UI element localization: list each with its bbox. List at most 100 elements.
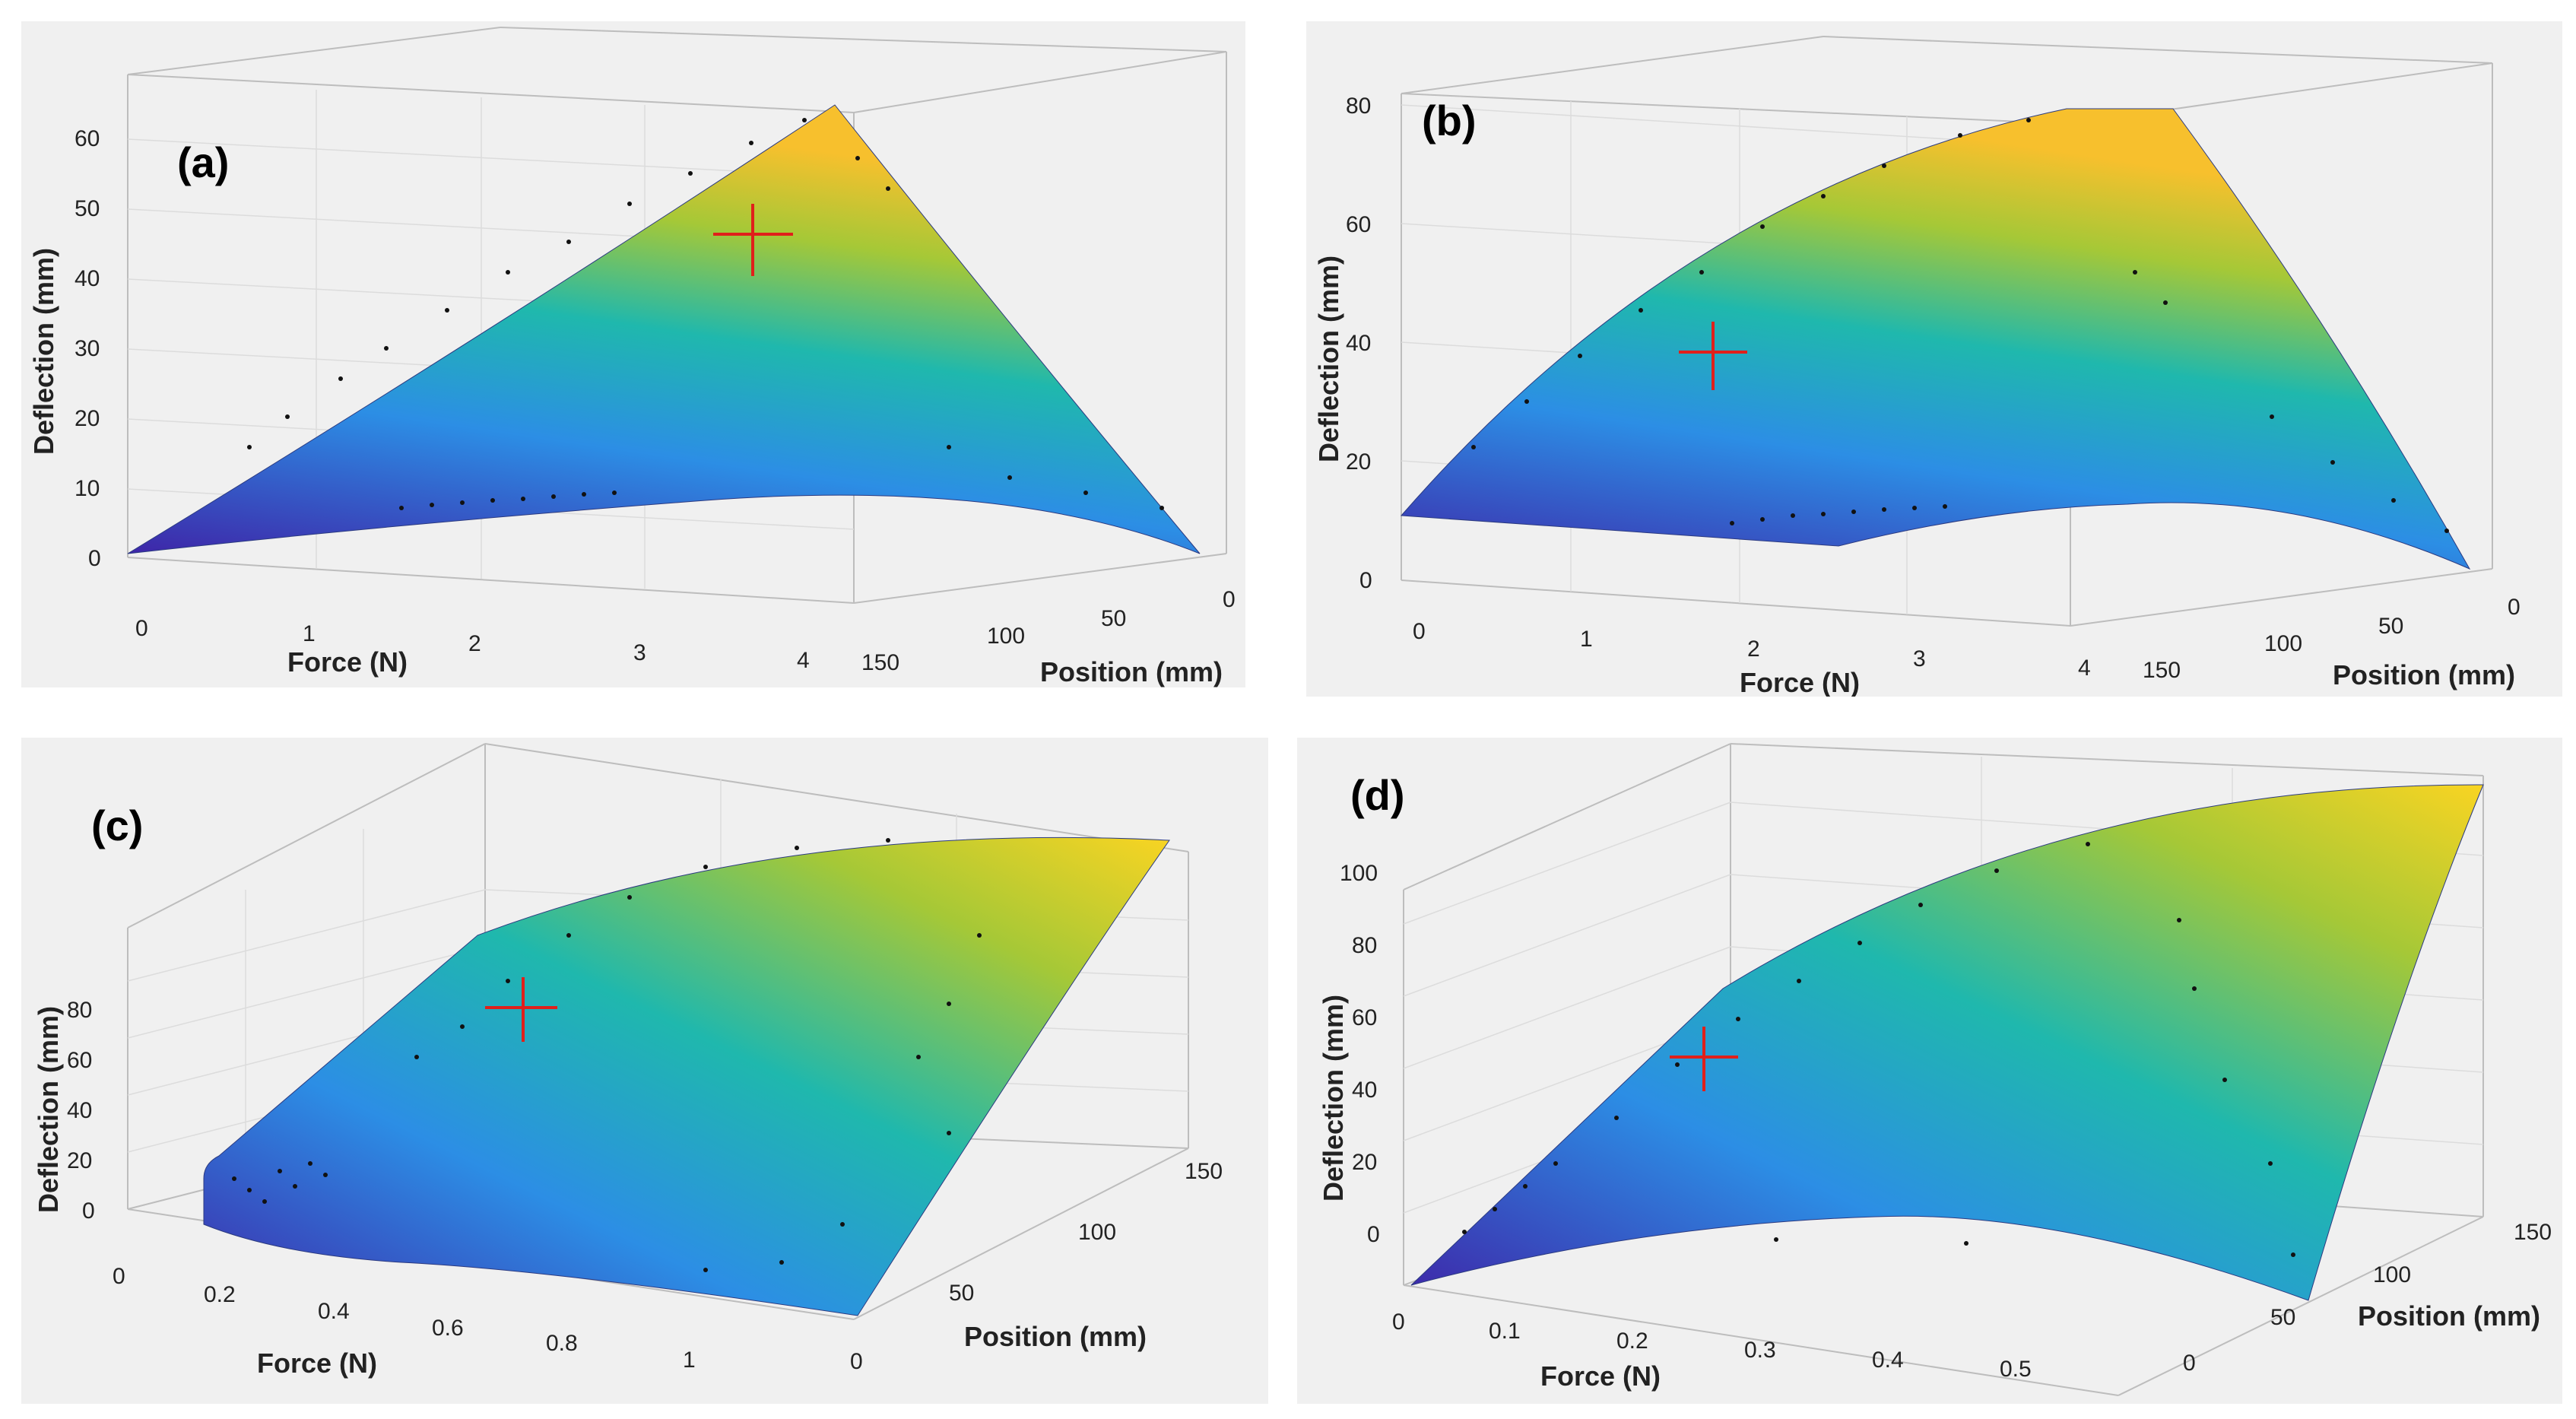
chart-b-xlabel: Force (N) (1740, 667, 1860, 697)
chart-panel-b: (b) 0 20 40 60 80 0 1 2 3 4 150 100 50 0… (1306, 21, 2562, 697)
chart-panel-c: (c) 0 20 40 60 80 0 0.2 0.4 0.6 0.8 1 0 … (21, 738, 1268, 1404)
chart-a-y-tick: 100 (987, 624, 1025, 649)
chart-d-x-tick: 0.3 (1744, 1338, 1776, 1363)
chart-b-y-tick: 0 (2508, 595, 2520, 620)
chart-a-z-tick: 10 (75, 476, 100, 501)
chart-d-z-tick: 40 (1352, 1078, 1377, 1103)
chart-d-z-tick: 60 (1352, 1005, 1377, 1030)
chart-a-ylabel: Position (mm) (1040, 656, 1223, 687)
chart-b-marker (1679, 322, 1747, 390)
chart-d-surface (1410, 784, 2484, 1301)
chart-c-x-tick: 1 (683, 1348, 696, 1373)
chart-c-surface (203, 836, 1170, 1316)
chart-c-panel-label: (c) (91, 802, 143, 849)
chart-d-y-tick: 0 (2183, 1351, 2196, 1376)
chart-a-x-tick: 1 (303, 621, 316, 646)
chart-b-x-ticks: 0 1 2 3 4 (1413, 619, 2091, 681)
chart-d-z-ticks: 0 20 40 60 80 100 (1340, 861, 1380, 1247)
chart-b-z-tick: 80 (1346, 94, 1371, 119)
chart-c-x-tick: 0 (113, 1264, 125, 1289)
chart-d-x-tick: 0.1 (1489, 1319, 1521, 1344)
chart-b-z-tick: 60 (1346, 212, 1371, 237)
chart-d-panel-label: (d) (1350, 771, 1405, 819)
chart-b-y-tick: 150 (2143, 658, 2181, 683)
chart-b-x-tick: 1 (1580, 627, 1593, 652)
chart-c-svg: (c) 0 20 40 60 80 0 0.2 0.4 0.6 0.8 1 0 … (33, 743, 1223, 1379)
chart-b-y-tick: 50 (2378, 614, 2403, 639)
chart-b-z-tick: 40 (1346, 331, 1371, 356)
chart-c-z-ticks: 0 20 40 60 80 (67, 998, 95, 1224)
chart-c-x-tick: 0.4 (318, 1299, 350, 1324)
chart-b-data-points (1471, 118, 2449, 533)
chart-c-marker (485, 977, 557, 1042)
chart-b-surface (1400, 108, 2471, 570)
chart-c-y-tick: 150 (1185, 1159, 1223, 1184)
chart-a-x-tick: 0 (135, 616, 148, 641)
chart-c-xlabel: Force (N) (257, 1348, 377, 1379)
chart-d-y-tick: 50 (2270, 1305, 2295, 1330)
chart-d-svg: (d) 0 20 40 60 80 100 0 0.1 0.2 0.3 0.4 … (1318, 743, 2552, 1396)
chart-a-y-tick: 0 (1223, 587, 1236, 612)
chart-d-z-tick: 20 (1352, 1150, 1377, 1175)
chart-c-x-tick: 0.8 (546, 1331, 578, 1356)
chart-panel-a: (a) 0 10 20 30 40 50 60 0 1 2 3 4 150 10… (21, 21, 1245, 687)
chart-a-z-tick: 60 (75, 126, 100, 151)
chart-b-x-tick: 3 (1913, 646, 1926, 671)
chart-d-data-points (1462, 842, 2295, 1257)
chart-b-x-tick: 4 (2078, 656, 2091, 681)
chart-d-z-tick: 0 (1367, 1222, 1380, 1247)
chart-d-z-tick: 80 (1352, 933, 1377, 958)
chart-c-y-tick: 100 (1078, 1220, 1116, 1245)
chart-d-zlabel: Deflection (mm) (1318, 995, 1349, 1202)
chart-c-z-tick: 60 (67, 1048, 92, 1073)
chart-d-xlabel: Force (N) (1540, 1360, 1661, 1392)
chart-c-z-tick: 40 (67, 1098, 92, 1123)
chart-c-data-points (232, 838, 982, 1272)
chart-d-z-tick: 100 (1340, 861, 1378, 886)
chart-panel-d: (d) 0 20 40 60 80 100 0 0.1 0.2 0.3 0.4 … (1297, 738, 2562, 1404)
chart-d-y-ticks: 0 50 100 150 (2183, 1220, 2552, 1376)
chart-b-z-tick: 0 (1359, 568, 1372, 593)
chart-d-x-tick: 0.5 (2000, 1357, 2032, 1382)
chart-b-zlabel: Deflection (mm) (1313, 256, 1344, 462)
chart-b-svg: (b) 0 20 40 60 80 0 1 2 3 4 150 100 50 0… (1313, 36, 2520, 697)
chart-b-panel-label: (b) (1422, 97, 1477, 144)
chart-c-x-ticks: 0 0.2 0.4 0.6 0.8 1 (113, 1264, 696, 1373)
chart-d-ylabel: Position (mm) (2358, 1300, 2540, 1332)
chart-a-z-tick: 20 (75, 406, 100, 431)
chart-a-y-tick: 50 (1101, 606, 1126, 631)
chart-d-marker (1670, 1027, 1738, 1091)
chart-a-xlabel: Force (N) (287, 646, 408, 678)
chart-a-x-tick: 3 (633, 640, 646, 665)
chart-a-z-ticks: 0 10 20 30 40 50 60 (75, 126, 101, 571)
chart-a-panel-label: (a) (177, 138, 229, 186)
chart-d-x-tick: 0.4 (1872, 1348, 1904, 1373)
chart-a-zlabel: Deflection (mm) (28, 248, 59, 455)
chart-a-marker (713, 204, 793, 276)
chart-c-y-tick: 50 (949, 1281, 974, 1306)
chart-d-x-tick: 0.2 (1616, 1329, 1648, 1354)
chart-c-y-ticks: 0 50 100 150 (850, 1159, 1223, 1374)
chart-d-y-tick: 100 (2373, 1262, 2411, 1287)
chart-c-z-tick: 20 (67, 1148, 92, 1173)
chart-a-z-tick: 40 (75, 266, 100, 291)
chart-c-zlabel: Deflection (mm) (33, 1006, 64, 1213)
chart-b-ylabel: Position (mm) (2333, 659, 2515, 690)
chart-c-x-tick: 0.6 (432, 1316, 464, 1341)
chart-a-x-tick: 4 (797, 648, 810, 673)
chart-c-z-tick: 0 (82, 1198, 95, 1224)
chart-d-x-ticks: 0 0.1 0.2 0.3 0.4 0.5 (1392, 1309, 2032, 1382)
chart-a-z-tick: 30 (75, 336, 100, 361)
chart-b-z-tick: 20 (1346, 449, 1371, 475)
chart-b-z-ticks: 0 20 40 60 80 (1346, 94, 1372, 593)
chart-a-data-points (247, 118, 1164, 510)
chart-a-z-tick: 50 (75, 196, 100, 221)
chart-a-y-tick: 150 (861, 650, 899, 675)
chart-b-y-ticks: 150 100 50 0 (2143, 595, 2520, 683)
chart-b-x-tick: 2 (1747, 636, 1760, 662)
chart-b-x-tick: 0 (1413, 619, 1426, 644)
chart-a-svg: (a) 0 10 20 30 40 50 60 0 1 2 3 4 150 10… (28, 27, 1236, 687)
chart-c-ylabel: Position (mm) (964, 1321, 1147, 1352)
chart-d-y-tick: 150 (2514, 1220, 2552, 1245)
chart-a-surface (127, 104, 1201, 554)
